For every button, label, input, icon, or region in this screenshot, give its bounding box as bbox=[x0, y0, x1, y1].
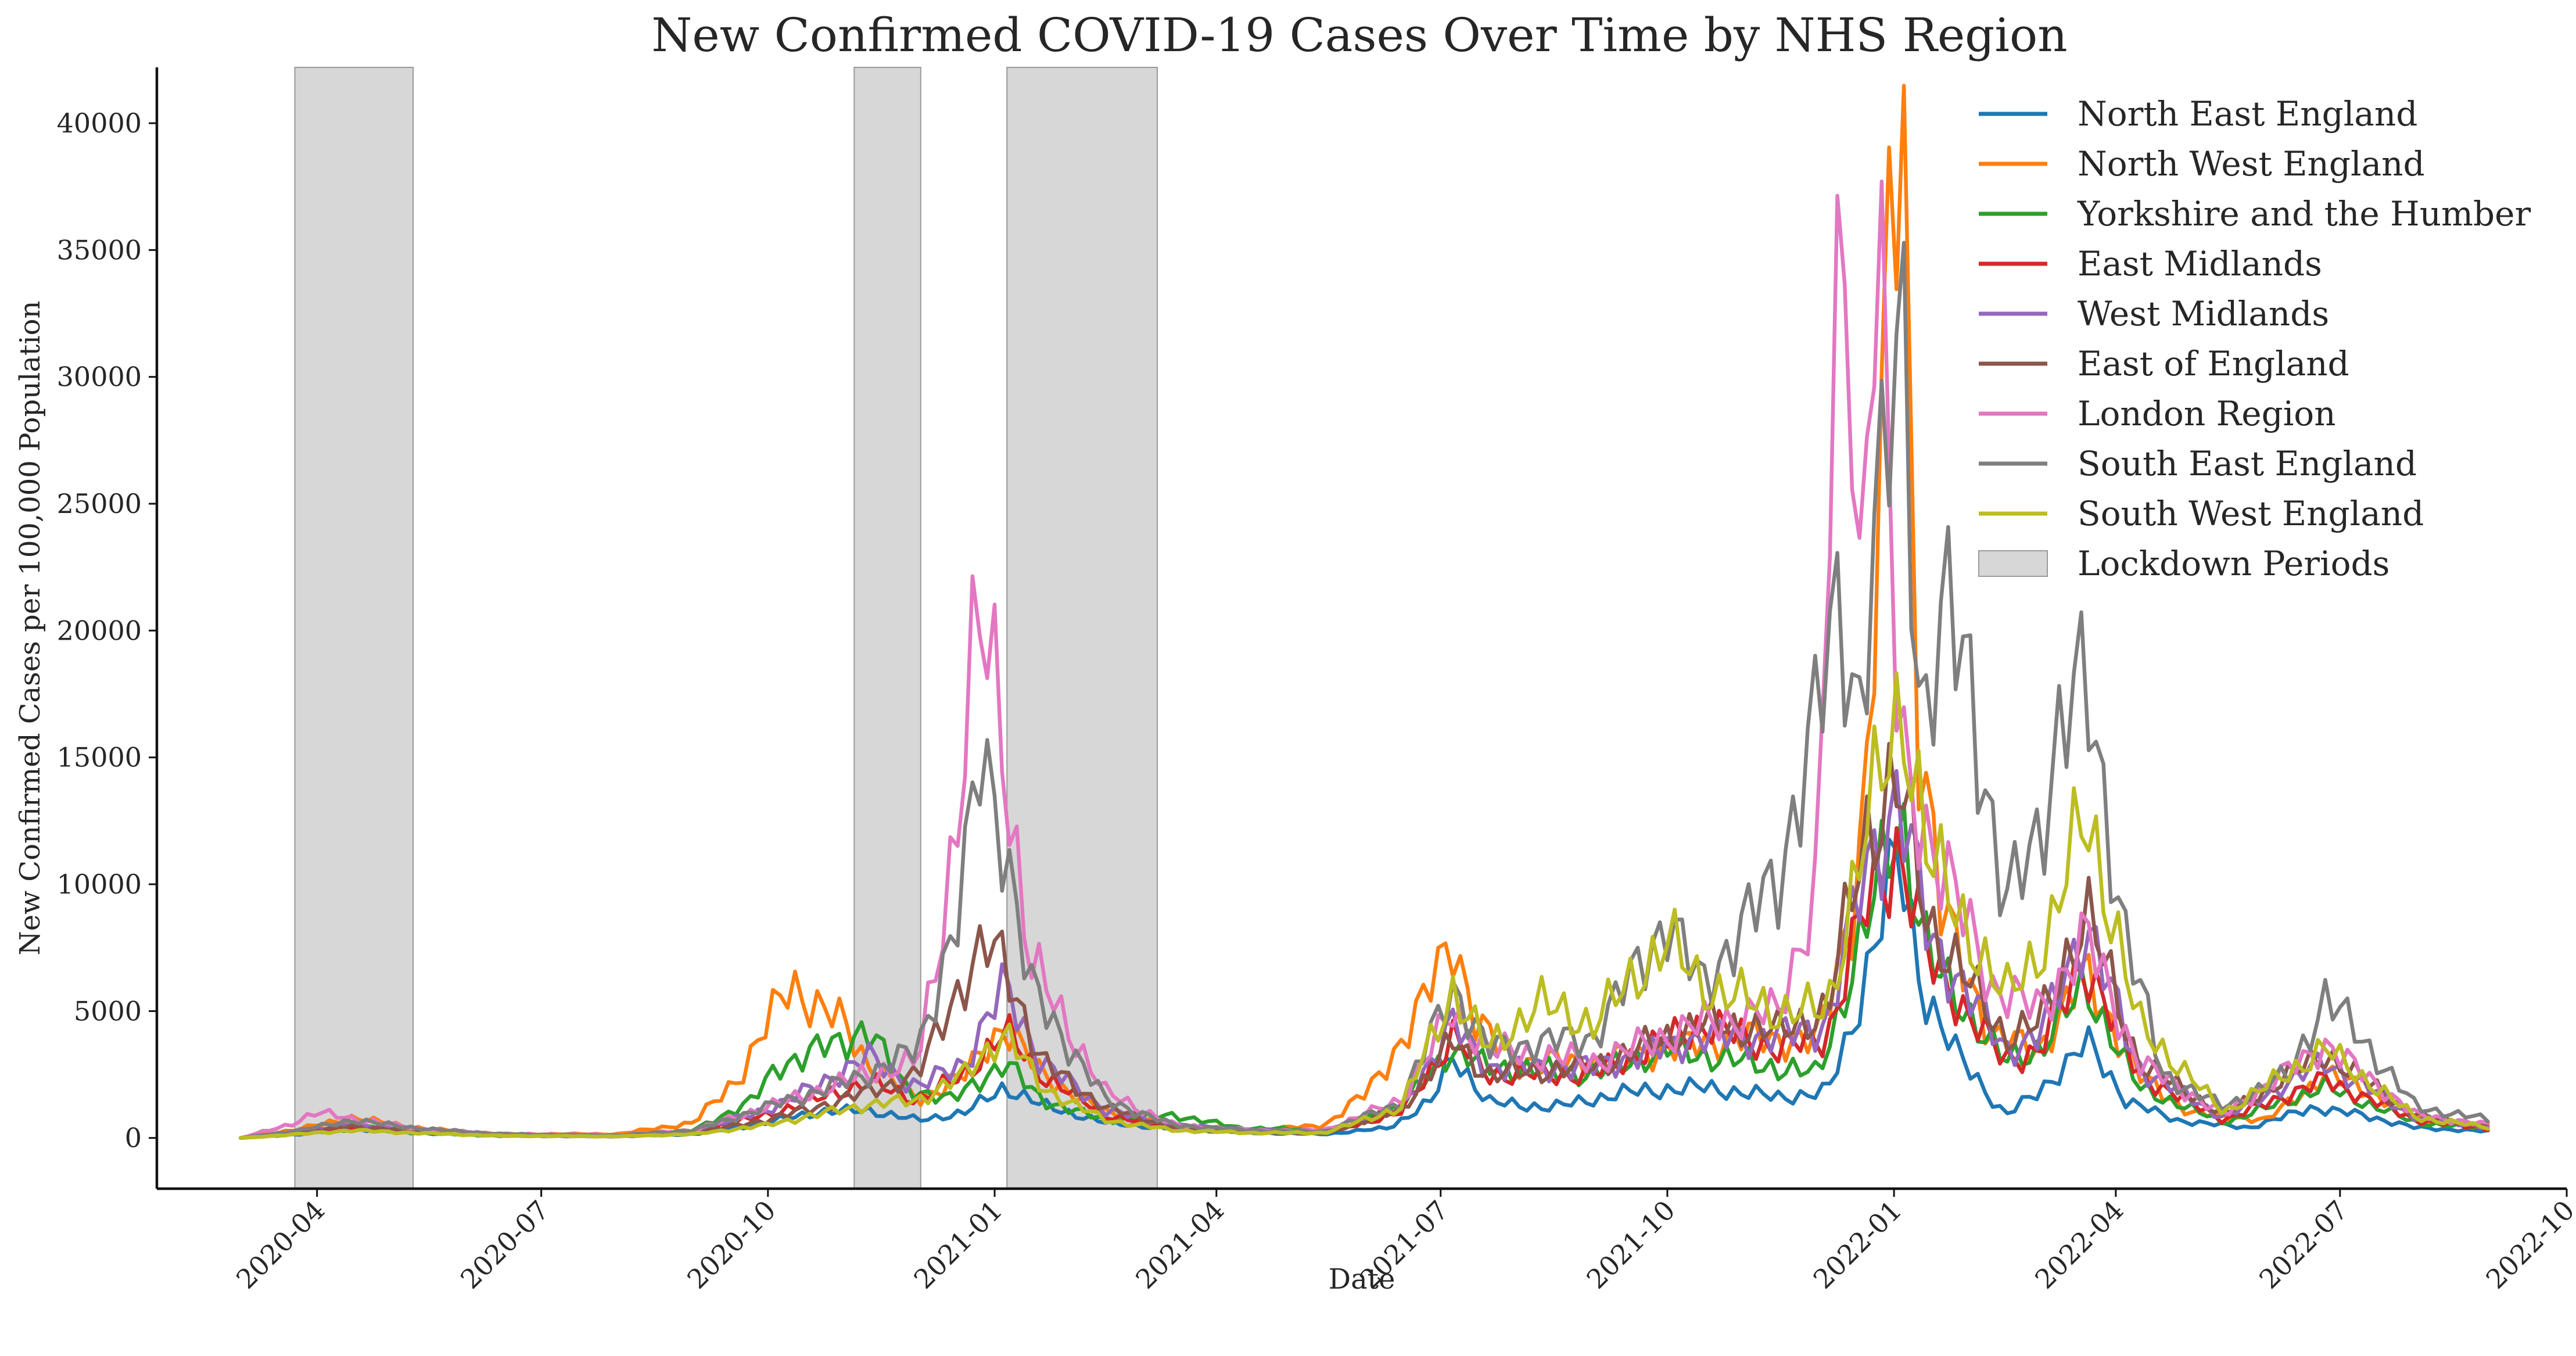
x-tick-label-3: 2021-01 bbox=[907, 1194, 1008, 1295]
x-axis-ticks: 2020-04 2020-07 2020-10 2021-01 2021-04 2021-… bbox=[230, 1189, 2576, 1295]
lockdown-band-0 bbox=[294, 67, 414, 1189]
lockdown-band-2 bbox=[1006, 67, 1158, 1189]
series-line-4 bbox=[238, 769, 2490, 1140]
y-tick-label-6: 30000 bbox=[57, 361, 142, 393]
legend-label-3: East Midlands bbox=[2078, 244, 2322, 284]
y-axis-ticks: 0 5000 10000 15000 20000 25000 30000 35000 40000 bbox=[57, 107, 157, 1154]
legend-label-7: South East England bbox=[2078, 444, 2417, 483]
legend-label-1: North West England bbox=[2078, 144, 2425, 184]
y-tick-label-8: 40000 bbox=[57, 107, 142, 139]
legend-label-4: West Midlands bbox=[2078, 294, 2329, 333]
y-tick-label-0: 0 bbox=[125, 1122, 142, 1154]
legend-label-5: East of England bbox=[2078, 344, 2349, 383]
y-axis-label: New Confirmed Cases per 100,000 Populati… bbox=[14, 301, 46, 956]
y-tick-label-3: 15000 bbox=[57, 742, 142, 773]
x-tick-label-9: 2022-07 bbox=[2253, 1194, 2353, 1295]
x-tick-label-2: 2020-10 bbox=[681, 1194, 781, 1295]
x-axis-label: Date bbox=[1329, 1263, 1395, 1296]
legend-label-2: Yorkshire and the Humber bbox=[2077, 194, 2531, 234]
y-tick-label-5: 25000 bbox=[57, 488, 142, 519]
x-tick-label-7: 2022-01 bbox=[1807, 1194, 1908, 1295]
x-tick-label-8: 2022-04 bbox=[2029, 1194, 2129, 1295]
series-lines bbox=[238, 84, 2490, 1140]
x-tick-label-6: 2021-10 bbox=[1580, 1194, 1681, 1295]
legend: North East England North West England York… bbox=[1978, 94, 2531, 583]
y-tick-label-1: 5000 bbox=[74, 995, 142, 1027]
x-tick-label-10: 2022-10 bbox=[2480, 1194, 2576, 1295]
legend-label-lockdown: Lockdown Periods bbox=[2078, 544, 2390, 583]
x-tick-label-4: 2021-04 bbox=[1129, 1194, 1230, 1295]
lockdown-band-1 bbox=[853, 67, 921, 1189]
x-tick-label-1: 2020-07 bbox=[454, 1194, 555, 1295]
chart-title: New Confirmed COVID-19 Cases Over Time b… bbox=[651, 8, 2067, 62]
series-line-8 bbox=[238, 671, 2490, 1140]
lockdown-bands bbox=[294, 67, 1158, 1189]
y-tick-label-4: 20000 bbox=[57, 615, 142, 646]
legend-swatch-lockdown bbox=[1978, 550, 2048, 577]
legend-label-8: South West England bbox=[2078, 494, 2424, 533]
y-tick-label-2: 10000 bbox=[57, 869, 142, 900]
legend-label-0: North East England bbox=[2078, 94, 2417, 134]
x-tick-label-0: 2020-04 bbox=[230, 1194, 331, 1295]
y-tick-label-7: 35000 bbox=[57, 234, 142, 266]
legend-label-6: London Region bbox=[2078, 394, 2336, 433]
